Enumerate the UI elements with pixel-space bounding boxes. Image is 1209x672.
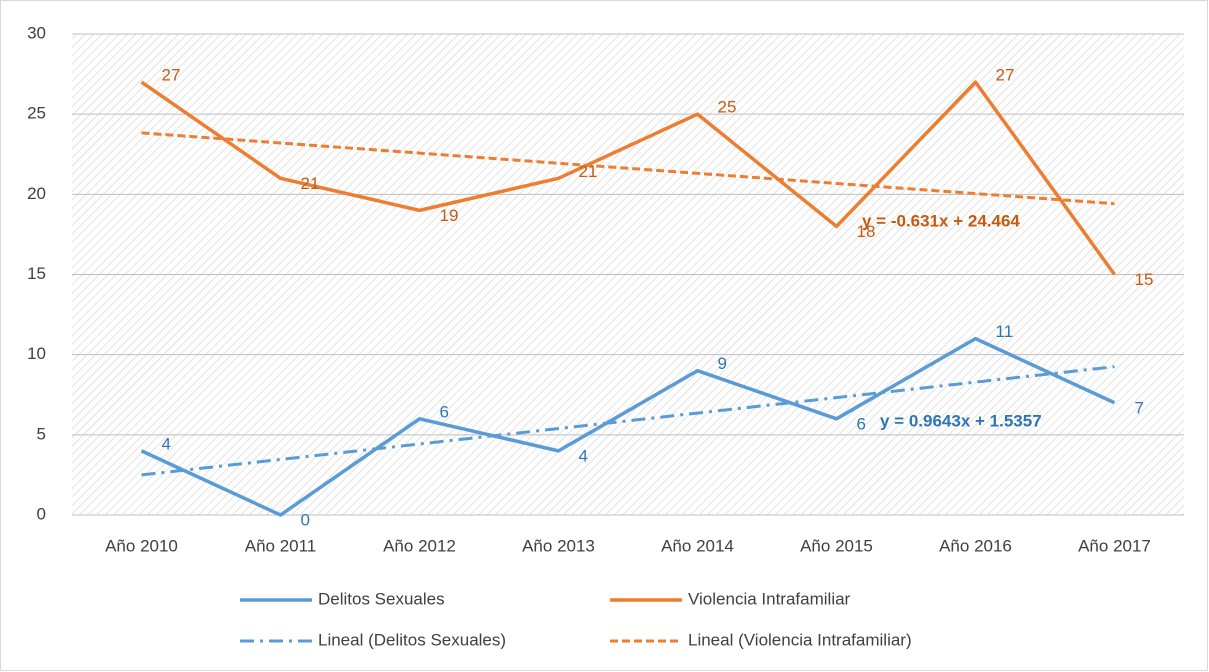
trendline	[141, 365, 1115, 477]
y-tick-label: 20	[27, 184, 46, 203]
x-tick-label: Año 2016	[939, 536, 1012, 555]
data-label: 0	[301, 510, 310, 529]
x-tick-label: Año 2013	[522, 536, 595, 555]
trendline	[141, 131, 1115, 206]
data-label: 27	[162, 66, 181, 85]
data-label: 6	[857, 414, 866, 433]
data-label: 4	[162, 434, 171, 453]
trend-equation: y = 0.9643x + 1.5357	[880, 411, 1042, 430]
y-tick-label: 30	[27, 23, 46, 42]
data-label: 6	[440, 402, 449, 421]
x-tick-label: Año 2014	[661, 536, 734, 555]
x-tick-label: Año 2017	[1078, 536, 1151, 555]
legend-label: Delitos Sexuales	[318, 589, 445, 608]
data-label: 25	[718, 98, 737, 117]
y-tick-label: 10	[27, 344, 46, 363]
data-label: 11	[996, 322, 1014, 341]
data-label: 4	[579, 446, 588, 465]
legend-label: Violencia Intrafamiliar	[688, 589, 851, 608]
data-label: 27	[996, 66, 1015, 85]
series-line	[140, 80, 1116, 276]
series-line	[140, 336, 1116, 517]
y-tick-label: 5	[37, 424, 46, 443]
x-tick-label: Año 2010	[105, 536, 178, 555]
data-label: 9	[718, 354, 727, 373]
data-label: 18	[857, 222, 876, 241]
data-label: 21	[579, 162, 598, 181]
data-label: 21	[301, 174, 320, 193]
data-label: 15	[1135, 270, 1154, 289]
data-label: 7	[1135, 398, 1144, 417]
x-tick-label: Año 2012	[383, 536, 456, 555]
legend-label: Lineal (Delitos Sexuales)	[318, 630, 506, 649]
y-tick-label: 25	[27, 104, 46, 123]
y-tick-label: 0	[37, 504, 46, 523]
trend-equation: y = -0.631x + 24.464	[862, 211, 1020, 230]
data-label: 19	[440, 206, 459, 225]
x-tick-label: Año 2011	[245, 536, 317, 555]
y-tick-label: 15	[27, 264, 46, 283]
legend-label: Lineal (Violencia Intrafamiliar)	[688, 630, 912, 649]
x-tick-label: Año 2015	[800, 536, 873, 555]
